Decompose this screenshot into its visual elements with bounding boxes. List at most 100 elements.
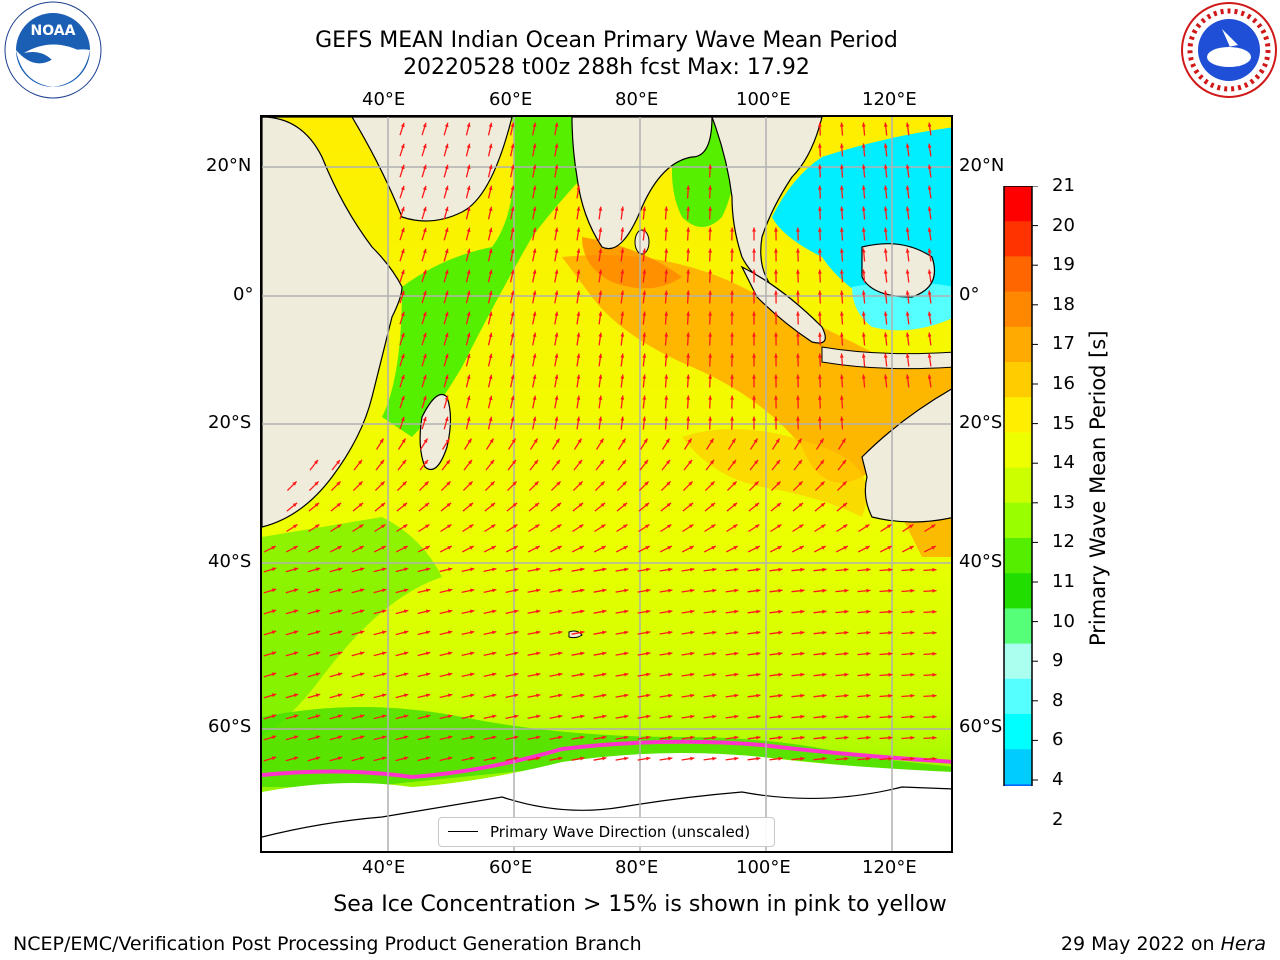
wave-arrow-head bbox=[932, 693, 937, 698]
wave-arrow-head bbox=[708, 206, 713, 211]
wave-arrow-head bbox=[379, 438, 384, 443]
wave-arrow-head bbox=[598, 353, 603, 358]
wave-arrow-head bbox=[711, 524, 716, 529]
wave-arrow-head bbox=[645, 546, 650, 550]
wave-arrow-head bbox=[557, 546, 562, 550]
wave-arrow-head bbox=[444, 227, 449, 233]
wave-arrow-head bbox=[425, 609, 431, 614]
wave-arrow-head bbox=[470, 567, 475, 572]
wave-arrow-head bbox=[422, 395, 427, 401]
wave-arrow-head bbox=[447, 524, 452, 529]
colorbar-tick-label: 8 bbox=[1052, 689, 1064, 711]
lat-label-right-20s: 20°S bbox=[959, 412, 1003, 433]
wave-arrow-head bbox=[580, 693, 585, 698]
wave-arrow-head bbox=[734, 693, 739, 698]
wave-arrow-head bbox=[558, 588, 563, 593]
wave-arrow-head bbox=[558, 567, 563, 572]
wave-arrow-head bbox=[315, 567, 321, 572]
lat-label-left-20s: 20°S bbox=[208, 412, 252, 433]
wave-arrow-head bbox=[271, 630, 277, 635]
wave-arrow-head bbox=[532, 416, 537, 421]
wave-arrow-head bbox=[315, 609, 321, 614]
wave-arrow-head bbox=[468, 459, 472, 465]
wave-arrow-head bbox=[775, 438, 780, 443]
wave-arrow-head bbox=[576, 374, 581, 379]
lon-label-bottom-80e: 80°E bbox=[615, 857, 659, 878]
wave-arrow-head bbox=[513, 524, 518, 529]
wave-arrow-head bbox=[337, 609, 343, 614]
wave-arrow-head bbox=[554, 311, 559, 316]
colorbar-swatch bbox=[1004, 291, 1032, 328]
wave-arrow-head bbox=[620, 416, 625, 421]
wave-arrow-head bbox=[337, 651, 343, 656]
wave-arrow-head bbox=[444, 143, 449, 149]
wave-arrow-head bbox=[622, 481, 627, 486]
wave-arrow-head bbox=[844, 672, 849, 677]
colorbar-swatch bbox=[1004, 784, 1032, 821]
wave-arrow-head bbox=[690, 651, 695, 656]
wave-arrow-head bbox=[686, 227, 691, 232]
colorbar-swatches bbox=[1003, 185, 1038, 852]
wave-arrow-head bbox=[492, 672, 497, 677]
wave-arrow-head bbox=[403, 588, 409, 593]
wave-arrow-head bbox=[620, 248, 625, 253]
wave-arrow-head bbox=[844, 651, 849, 656]
wave-arrow-head bbox=[708, 374, 713, 379]
wave-arrow-head bbox=[800, 735, 805, 740]
wave-arrow-head bbox=[446, 481, 451, 486]
wave-arrow-head bbox=[447, 651, 453, 656]
wave-arrow-head bbox=[602, 609, 607, 614]
wave-arrow-head bbox=[778, 756, 783, 761]
wave-arrow-head bbox=[314, 459, 318, 465]
wave-arrow-head bbox=[490, 459, 494, 465]
wave-arrow-head bbox=[778, 714, 783, 719]
wave-arrow-head bbox=[403, 546, 408, 550]
wave-arrow-head bbox=[883, 122, 888, 127]
wave-arrow-head bbox=[624, 756, 629, 761]
wave-arrow-head bbox=[820, 502, 826, 507]
wave-arrow-head bbox=[402, 502, 408, 507]
wave-arrow-head bbox=[422, 269, 427, 275]
legend-line-swatch bbox=[448, 831, 478, 832]
sea-ice-caption: Sea Ice Concentration > 15% is shown in … bbox=[333, 892, 947, 917]
wave-arrow-head bbox=[774, 269, 778, 274]
wave-arrow-head bbox=[444, 185, 449, 191]
wave-arrow-head bbox=[664, 395, 669, 400]
wave-arrow-head bbox=[510, 395, 515, 400]
wave-arrow-head bbox=[425, 693, 431, 698]
wave-arrow-head bbox=[602, 651, 607, 656]
wave-arrow-head bbox=[817, 395, 822, 400]
wave-arrow-head bbox=[888, 609, 893, 614]
wave-arrow-head bbox=[910, 714, 915, 719]
wave-arrow-head bbox=[866, 735, 871, 740]
wave-arrow-head bbox=[467, 438, 472, 443]
wave-arrow-head bbox=[883, 248, 888, 253]
wave-arrow-head bbox=[774, 353, 778, 358]
wave-arrow-head bbox=[556, 459, 560, 465]
wave-arrow-head bbox=[822, 693, 827, 698]
wave-arrow-head bbox=[532, 185, 537, 190]
wave-arrow-head bbox=[492, 609, 497, 614]
wave-arrow-head bbox=[866, 693, 871, 698]
wave-arrow-head bbox=[578, 481, 583, 486]
wave-arrow-head bbox=[644, 502, 650, 507]
wave-arrow-head bbox=[888, 651, 893, 656]
wave-arrow-head bbox=[752, 374, 756, 379]
sea-ice-edge bbox=[262, 739, 951, 780]
wave-arrow-head bbox=[554, 227, 559, 232]
wave-arrow-head bbox=[688, 502, 694, 507]
wave-arrow-head bbox=[532, 332, 537, 337]
wave-arrow-head bbox=[709, 438, 714, 443]
wave-arrow-head bbox=[931, 524, 936, 529]
wave-arrow-head bbox=[621, 438, 626, 443]
colorbar-tick-label: 9 bbox=[1052, 650, 1064, 672]
wave-arrow-head bbox=[576, 353, 581, 358]
wave-arrow-head bbox=[488, 311, 493, 317]
wave-arrow-head bbox=[796, 353, 800, 358]
wave-arrow-head bbox=[624, 651, 629, 656]
wave-arrow-head bbox=[932, 714, 937, 719]
wave-arrow-head bbox=[447, 714, 453, 719]
wave-arrow-head bbox=[536, 672, 541, 677]
wave-arrow-head bbox=[817, 164, 822, 169]
wave-arrow-head bbox=[689, 524, 694, 529]
